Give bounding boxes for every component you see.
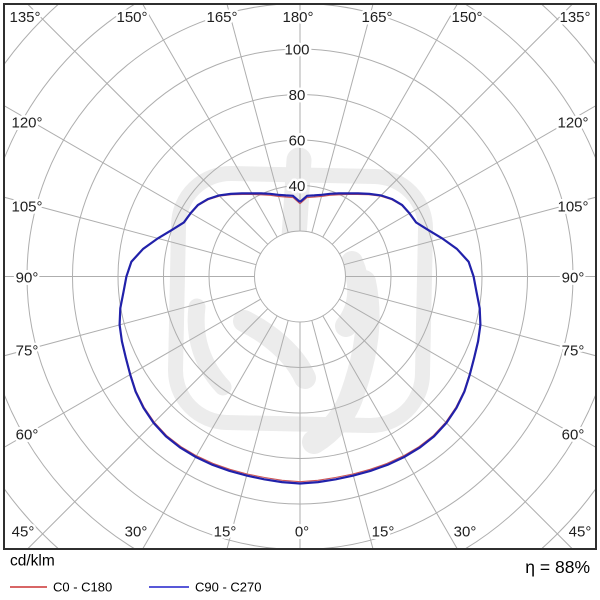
- svg-text:165°: 165°: [361, 9, 392, 26]
- svg-text:150°: 150°: [451, 9, 482, 26]
- svg-text:150°: 150°: [116, 9, 147, 26]
- svg-text:90°: 90°: [562, 270, 585, 287]
- svg-text:15°: 15°: [214, 524, 237, 541]
- svg-text:75°: 75°: [562, 343, 585, 360]
- svg-text:105°: 105°: [11, 199, 42, 216]
- svg-text:135°: 135°: [9, 9, 40, 26]
- svg-text:105°: 105°: [557, 199, 588, 216]
- svg-text:60°: 60°: [562, 427, 585, 444]
- svg-text:40: 40: [289, 178, 306, 195]
- svg-text:30°: 30°: [454, 524, 477, 541]
- svg-text:45°: 45°: [569, 524, 592, 541]
- svg-text:90°: 90°: [16, 270, 39, 287]
- svg-text:C0 - C180: C0 - C180: [53, 580, 112, 595]
- svg-text:C90 - C270: C90 - C270: [195, 580, 261, 595]
- svg-text:15°: 15°: [372, 524, 395, 541]
- svg-text:30°: 30°: [125, 524, 148, 541]
- svg-text:100: 100: [284, 42, 309, 59]
- svg-text:165°: 165°: [206, 9, 237, 26]
- svg-text:120°: 120°: [11, 115, 42, 132]
- svg-text:60: 60: [289, 133, 306, 150]
- svg-text:60°: 60°: [16, 427, 39, 444]
- svg-text:η = 88%: η = 88%: [525, 557, 590, 577]
- svg-text:75°: 75°: [16, 343, 39, 360]
- svg-text:135°: 135°: [559, 9, 590, 26]
- svg-text:120°: 120°: [557, 115, 588, 132]
- svg-text:180°: 180°: [282, 9, 313, 26]
- svg-text:0°: 0°: [295, 524, 309, 541]
- svg-text:cd/klm: cd/klm: [10, 553, 55, 570]
- svg-text:80: 80: [289, 87, 306, 104]
- svg-text:45°: 45°: [12, 524, 35, 541]
